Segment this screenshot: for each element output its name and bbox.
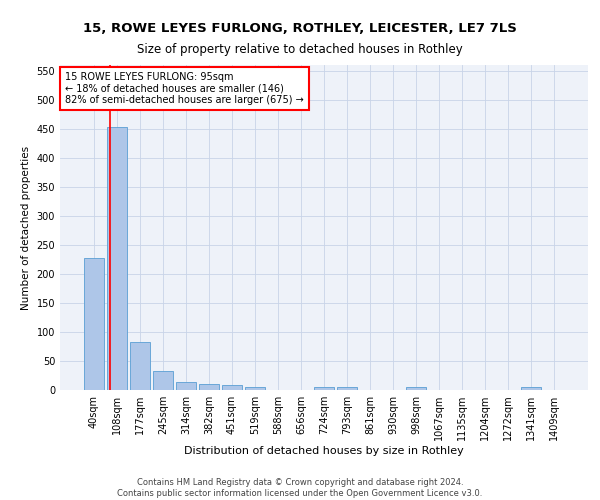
Bar [84,258,104,390]
Y-axis label: Number of detached properties: Number of detached properties [21,146,31,310]
Text: Contains HM Land Registry data © Crown copyright and database right 2024.
Contai: Contains HM Land Registry data © Crown c… [118,478,482,498]
Bar [153,372,173,390]
Text: Size of property relative to detached houses in Rothley: Size of property relative to detached ho… [137,42,463,56]
Bar [245,387,265,390]
Bar [199,384,218,390]
Bar [314,387,334,390]
Bar [521,387,541,390]
Text: 15 ROWE LEYES FURLONG: 95sqm
← 18% of detached houses are smaller (146)
82% of s: 15 ROWE LEYES FURLONG: 95sqm ← 18% of de… [65,72,304,104]
X-axis label: Distribution of detached houses by size in Rothley: Distribution of detached houses by size … [184,446,464,456]
Bar [130,342,149,390]
Bar [222,386,242,390]
Bar [337,387,357,390]
Text: 15, ROWE LEYES FURLONG, ROTHLEY, LEICESTER, LE7 7LS: 15, ROWE LEYES FURLONG, ROTHLEY, LEICEST… [83,22,517,36]
Bar [176,382,196,390]
Bar [107,127,127,390]
Bar [406,387,426,390]
